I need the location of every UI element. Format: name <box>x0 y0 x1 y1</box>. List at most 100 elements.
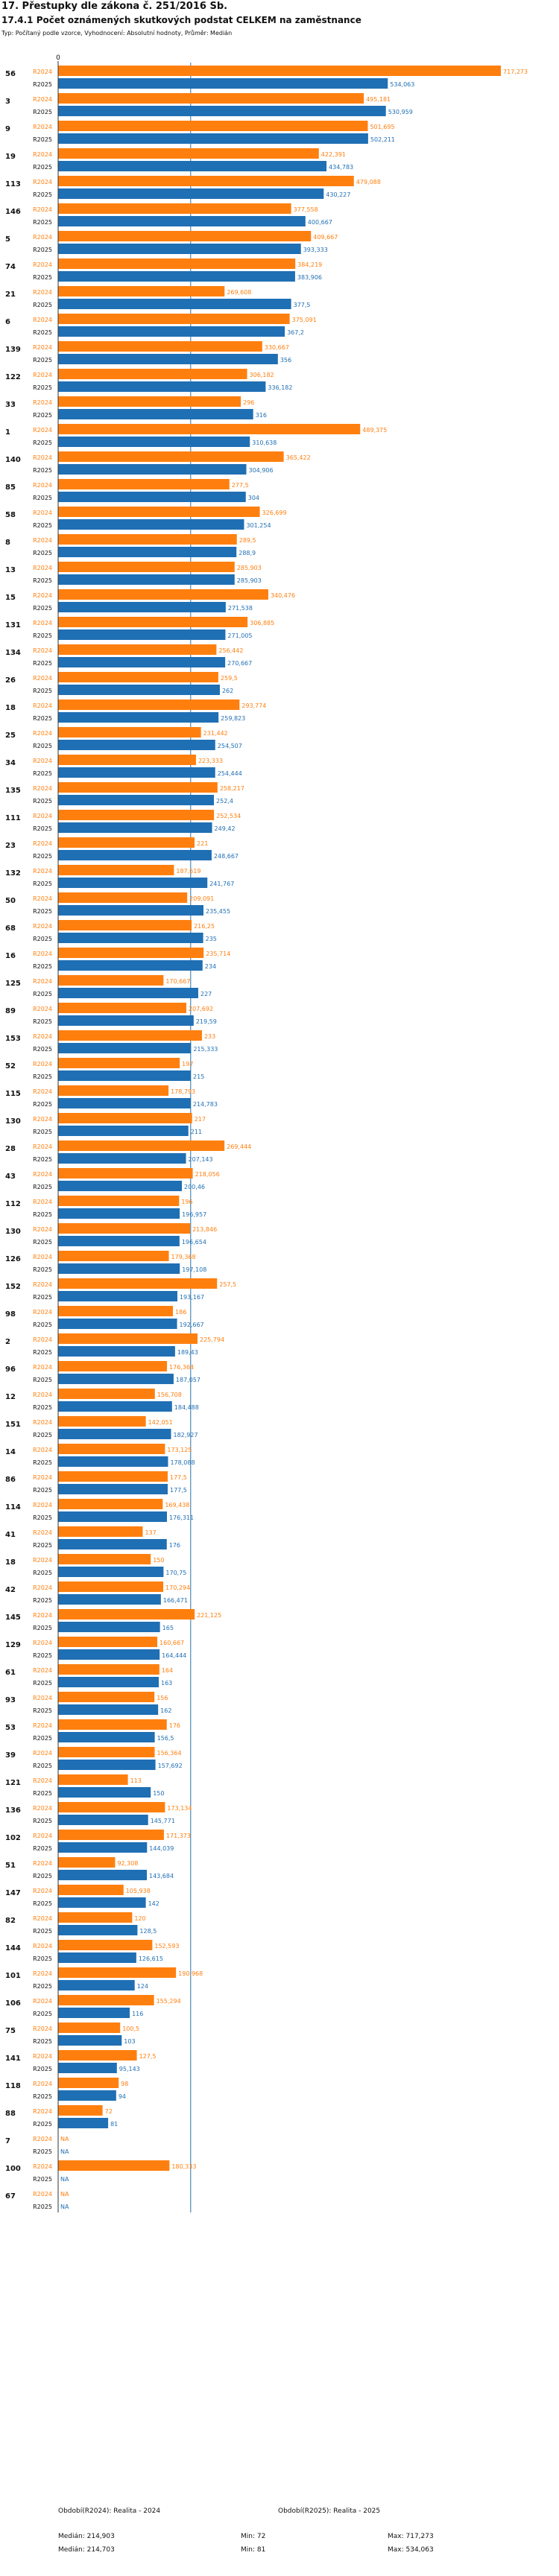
series-label-r2024: R2024 <box>33 69 52 75</box>
series-label-r2024: R2024 <box>33 234 52 241</box>
bar-r2024 <box>58 837 195 848</box>
value-label-r2024: 306,182 <box>250 372 274 378</box>
value-label-r2025: 336,182 <box>268 384 292 391</box>
bar-r2024 <box>58 341 262 352</box>
series-label-r2024: R2024 <box>33 151 52 158</box>
value-label-r2025: 170,75 <box>165 1570 186 1576</box>
value-label-r2025: NA <box>60 2204 69 2210</box>
bar-r2024 <box>58 920 192 930</box>
bar-r2024 <box>58 644 217 655</box>
value-label-r2024: 340,476 <box>271 592 295 599</box>
category-label: 68 <box>5 924 16 933</box>
value-label-r2024: 285,903 <box>237 565 262 571</box>
series-label-r2024: R2024 <box>33 1281 52 1288</box>
bar-r2025 <box>58 712 219 723</box>
value-label-r2024: NA <box>60 2191 69 2198</box>
bar-r2025 <box>58 1842 148 1853</box>
value-label-r2025: 144,039 <box>149 1845 174 1852</box>
bar-r2025 <box>58 244 301 254</box>
series-label-r2024: R2024 <box>33 813 52 819</box>
series-label-r2025: R2025 <box>33 1459 52 1466</box>
value-label-r2025: 124 <box>137 1983 148 1990</box>
category-label: 28 <box>5 1145 16 1153</box>
bar-r2025 <box>58 1401 172 1412</box>
bar-r2025 <box>58 1263 180 1274</box>
category-label: 153 <box>5 1035 21 1043</box>
bar-r2024 <box>58 451 284 462</box>
series-label-r2025: R2025 <box>33 825 52 832</box>
value-label-r2025: 184,488 <box>174 1404 199 1411</box>
series-label-r2025: R2025 <box>33 1818 52 1824</box>
category-label: 89 <box>5 1007 16 1015</box>
series-label-r2025: R2025 <box>33 1790 52 1797</box>
bar-r2024 <box>58 314 290 324</box>
series-label-r2024: R2024 <box>33 206 52 213</box>
chart-meta: Typ: Počítaný podle vzorce, Vyhodnocení:… <box>1 30 233 37</box>
category-label: 144 <box>5 1944 21 1952</box>
series-label-r2025: R2025 <box>33 1763 52 1769</box>
series-label-r2024: R2024 <box>33 1943 52 1950</box>
category-label: 113 <box>5 180 21 188</box>
series-label-r2024: R2024 <box>33 1336 52 1343</box>
bar-r2024 <box>58 1333 198 1344</box>
value-label-r2025: 189,43 <box>177 1349 198 1356</box>
category-label: 125 <box>5 980 21 988</box>
category-label: 146 <box>5 208 21 216</box>
value-label-r2025: 502,211 <box>370 136 395 143</box>
value-label-r2025: 176,311 <box>169 1514 194 1521</box>
series-label-r2024: R2024 <box>33 1447 52 1453</box>
category-label: 33 <box>5 401 16 409</box>
series-label-r2024: R2024 <box>33 2191 52 2198</box>
category-label: 140 <box>5 456 21 464</box>
bar-r2025 <box>58 1870 147 1880</box>
bar-r2025 <box>58 574 235 585</box>
series-label-r2024: R2024 <box>33 482 52 489</box>
value-label-r2025: 301,254 <box>246 522 271 529</box>
value-label-r2025: 252,4 <box>216 798 233 805</box>
series-label-r2024: R2024 <box>33 675 52 682</box>
value-label-r2025: 235 <box>206 936 217 942</box>
category-label: 1 <box>5 428 10 437</box>
r2025-median: Medián: 214,703 <box>58 2546 115 2554</box>
value-label-r2024: 155,294 <box>157 1998 181 2005</box>
bar-r2025 <box>58 1181 183 1191</box>
value-label-r2024: 176 <box>169 1722 180 1729</box>
value-label-r2025: 285,903 <box>237 577 262 584</box>
category-label: 6 <box>5 318 10 326</box>
category-label: 100 <box>5 2165 21 2173</box>
series-label-r2025: R2025 <box>33 1322 52 1328</box>
series-label-r2025: R2025 <box>33 991 52 997</box>
value-label-r2025: 163 <box>161 1680 172 1687</box>
category-label: 53 <box>5 1724 16 1732</box>
x-axis-tick-0: 0 <box>56 54 60 62</box>
series-label-r2025: R2025 <box>33 936 52 942</box>
value-label-r2025: 434,783 <box>329 164 353 171</box>
value-label-r2025: 156,5 <box>157 1735 174 1742</box>
series-label-r2024: R2024 <box>33 1088 52 1095</box>
bar-r2024 <box>58 1664 160 1675</box>
series-label-r2024: R2024 <box>33 124 52 130</box>
bar-r2024 <box>58 2023 121 2033</box>
series-label-r2024: R2024 <box>33 1199 52 1205</box>
category-label: 86 <box>5 1476 16 1484</box>
bar-r2025 <box>58 519 244 530</box>
value-label-r2024: 150 <box>153 1557 164 1564</box>
bar-r2025 <box>58 299 291 309</box>
category-label: 12 <box>5 1393 16 1401</box>
series-label-r2025: R2025 <box>33 1955 52 1962</box>
category-label: 7 <box>5 2137 10 2145</box>
series-label-r2025: R2025 <box>33 963 52 970</box>
value-label-r2024: 326,699 <box>262 510 287 516</box>
series-label-r2025: R2025 <box>33 1404 52 1411</box>
series-label-r2024: R2024 <box>33 647 52 654</box>
bar-r2024 <box>58 286 225 296</box>
series-label-r2025: R2025 <box>33 302 52 308</box>
value-label-r2024: 330,667 <box>265 344 289 351</box>
series-label-r2025: R2025 <box>33 357 52 364</box>
bar-r2024 <box>58 1389 155 1399</box>
value-label-r2024: 160,667 <box>160 1640 184 1646</box>
series-label-r2025: R2025 <box>33 1018 52 1025</box>
series-label-r2025: R2025 <box>33 605 52 612</box>
value-label-r2024: 495,181 <box>366 96 391 103</box>
bar-r2024 <box>58 121 368 131</box>
